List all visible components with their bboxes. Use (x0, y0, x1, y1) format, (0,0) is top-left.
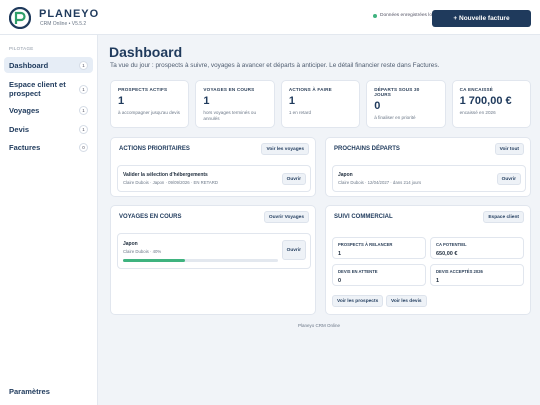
header: PLANEYO CRM Online • V5.5.2 Données enre… (0, 0, 540, 35)
panel-departures: PROCHAINS DÉPARTS Voir tout Japon Claire… (325, 137, 531, 197)
panel-title: VOYAGES EN COURS (119, 214, 182, 220)
kpi-card: VOYAGES EN COURS 1 hors voyages terminés o… (195, 80, 275, 128)
item-meta: Claire Dubois · 12/04/2027 · dans 214 jo… (338, 180, 422, 185)
tile-label: CA POTENTIEL (436, 242, 467, 247)
link-button[interactable]: Voir les devis (386, 295, 427, 307)
panel-actions: ACTIONS PRIORITAIRES Voir les voyages Va… (110, 137, 316, 197)
panel-sales: SUIVI COMMERCIAL Espace client PROSPECTS… (325, 205, 531, 315)
nav-item[interactable]: Dashboard 1 (4, 57, 93, 73)
brand-version: CRM Online • V5.5.2 (40, 21, 87, 27)
tile-value: 1 (338, 251, 342, 257)
page-title: Dashboard (109, 44, 183, 60)
nav-item[interactable]: Devis 1 (4, 121, 93, 137)
kpi-note: à finaliser en priorité (374, 115, 416, 120)
nav-label: Espace client et prospect (9, 80, 66, 98)
sales-tile: DEVIS ACCEPTÉS 2026 1 (430, 264, 524, 286)
nav-badge: 1 (79, 105, 88, 115)
kpi-row: PROSPECTS ACTIFS 1 à accompagner jusqu'au … (110, 80, 532, 128)
nav-section: PILOTAGE (9, 46, 34, 51)
item-meta: Claire Dubois · 40% (123, 249, 162, 254)
tile-label: DEVIS ACCEPTÉS 2026 (436, 269, 483, 274)
sales-tile: CA POTENTIEL 650,00 € (430, 237, 524, 259)
tile-label: DEVIS EN ATTENTE (338, 269, 378, 274)
kpi-card: ACTIONS À FAIRE 1 1 en retard (280, 80, 361, 128)
logo (9, 7, 31, 29)
open-button[interactable]: Ouvrir (496, 173, 521, 185)
sidebar: PILOTAGE Dashboard 1 Espace client et pro… (0, 35, 98, 405)
kpi-card: DÉPARTS SOUS 30 JOURS 0 à finaliser en pri… (366, 80, 446, 128)
panel-button[interactable]: Ouvrir Voyages (263, 211, 309, 223)
nav-label: Dashboard (9, 60, 49, 70)
nav-item[interactable]: Factures 0 (4, 139, 93, 155)
tile-label: PROSPECTS À RELANCER (338, 242, 393, 247)
kpi-note: hors voyages terminés ou annulés (203, 110, 257, 121)
item-title: Japon (338, 172, 353, 178)
brand-name: PLANEYO (39, 8, 100, 20)
nav-badge: 0 (79, 142, 88, 152)
kpi-value: 1 (203, 95, 210, 107)
panel-button[interactable]: Espace client (483, 211, 524, 223)
nav-label: Voyages (9, 105, 40, 115)
kpi-note: encaissé en 2026 (459, 110, 496, 115)
progress-fill (123, 259, 185, 262)
kpi-card: CA ENCAISSÉ 1 700,00 € encaissé en 2026 (451, 80, 532, 128)
nav-badge: 1 (79, 84, 88, 94)
kpi-note: à accompagner jusqu'au devis (118, 110, 180, 115)
page-subtitle: Ta vue du jour : prospects à suivre, voy… (110, 62, 440, 69)
nav-badge: 1 (79, 60, 88, 70)
kpi-value: 1 700,00 € (459, 95, 512, 107)
item-title: Japon (123, 241, 138, 247)
departure-item: Japon Claire Dubois · 12/04/2027 · dans … (332, 165, 526, 192)
panel-title: PROCHAINS DÉPARTS (334, 146, 400, 152)
tile-value: 1 (436, 278, 440, 284)
action-item: Valider la sélection d'hébergements Clai… (117, 165, 311, 192)
open-button[interactable]: Ouvrir (281, 240, 306, 260)
panel-title: SUIVI COMMERCIAL (334, 214, 393, 220)
nav-label: Devis (9, 124, 30, 134)
nav-item[interactable]: Voyages 1 (4, 102, 93, 118)
sales-tile: DEVIS EN ATTENTE 0 (332, 264, 426, 286)
kpi-label: VOYAGES EN COURS (203, 87, 255, 92)
nav-item[interactable]: Espace client et prospect 1 (4, 78, 93, 100)
nav-label: Factures (9, 142, 41, 152)
kpi-note: 1 en retard (288, 110, 312, 115)
new-invoice-button[interactable]: + Nouvelle facture (432, 10, 531, 27)
kpi-label: CA ENCAISSÉ (459, 87, 494, 92)
kpi-label: DÉPARTS SOUS 30 JOURS (374, 87, 420, 97)
tile-value: 650,00 € (436, 251, 458, 257)
tile-value: 0 (338, 278, 342, 284)
kpi-value: 1 (288, 95, 295, 107)
panel-button[interactable]: Voir tout (494, 143, 524, 155)
status-text: Données enregistrées localement (380, 13, 452, 18)
item-title: Valider la sélection d'hébergements (123, 172, 208, 178)
link-button[interactable]: Voir les prospects (332, 295, 384, 307)
kpi-label: ACTIONS À FAIRE (288, 87, 332, 92)
kpi-value: 1 (118, 95, 125, 107)
nav-badge: 1 (79, 124, 88, 134)
sales-tile: PROSPECTS À RELANCER 1 (332, 237, 426, 259)
panel-title: ACTIONS PRIORITAIRES (119, 146, 190, 152)
status-dot (373, 14, 377, 18)
panel-trips: VOYAGES EN COURS Ouvrir Voyages Japon Cl… (110, 205, 316, 315)
kpi-label: PROSPECTS ACTIFS (118, 87, 168, 92)
progress-track (123, 259, 278, 262)
footer: Planeyo CRM Online (297, 323, 341, 328)
panel-button[interactable]: Voir les voyages (261, 143, 309, 155)
trip-item: Japon Claire Dubois · 40% Ouvrir (117, 233, 311, 269)
kpi-value: 0 (374, 100, 381, 112)
item-meta: Claire Dubois · Japon · 09/09/2026 · EN … (123, 180, 218, 185)
kpi-card: PROSPECTS ACTIFS 1 à accompagner jusqu'au … (110, 80, 190, 128)
settings-link[interactable]: Paramètres (9, 387, 50, 396)
open-button[interactable]: Ouvrir (281, 173, 306, 185)
